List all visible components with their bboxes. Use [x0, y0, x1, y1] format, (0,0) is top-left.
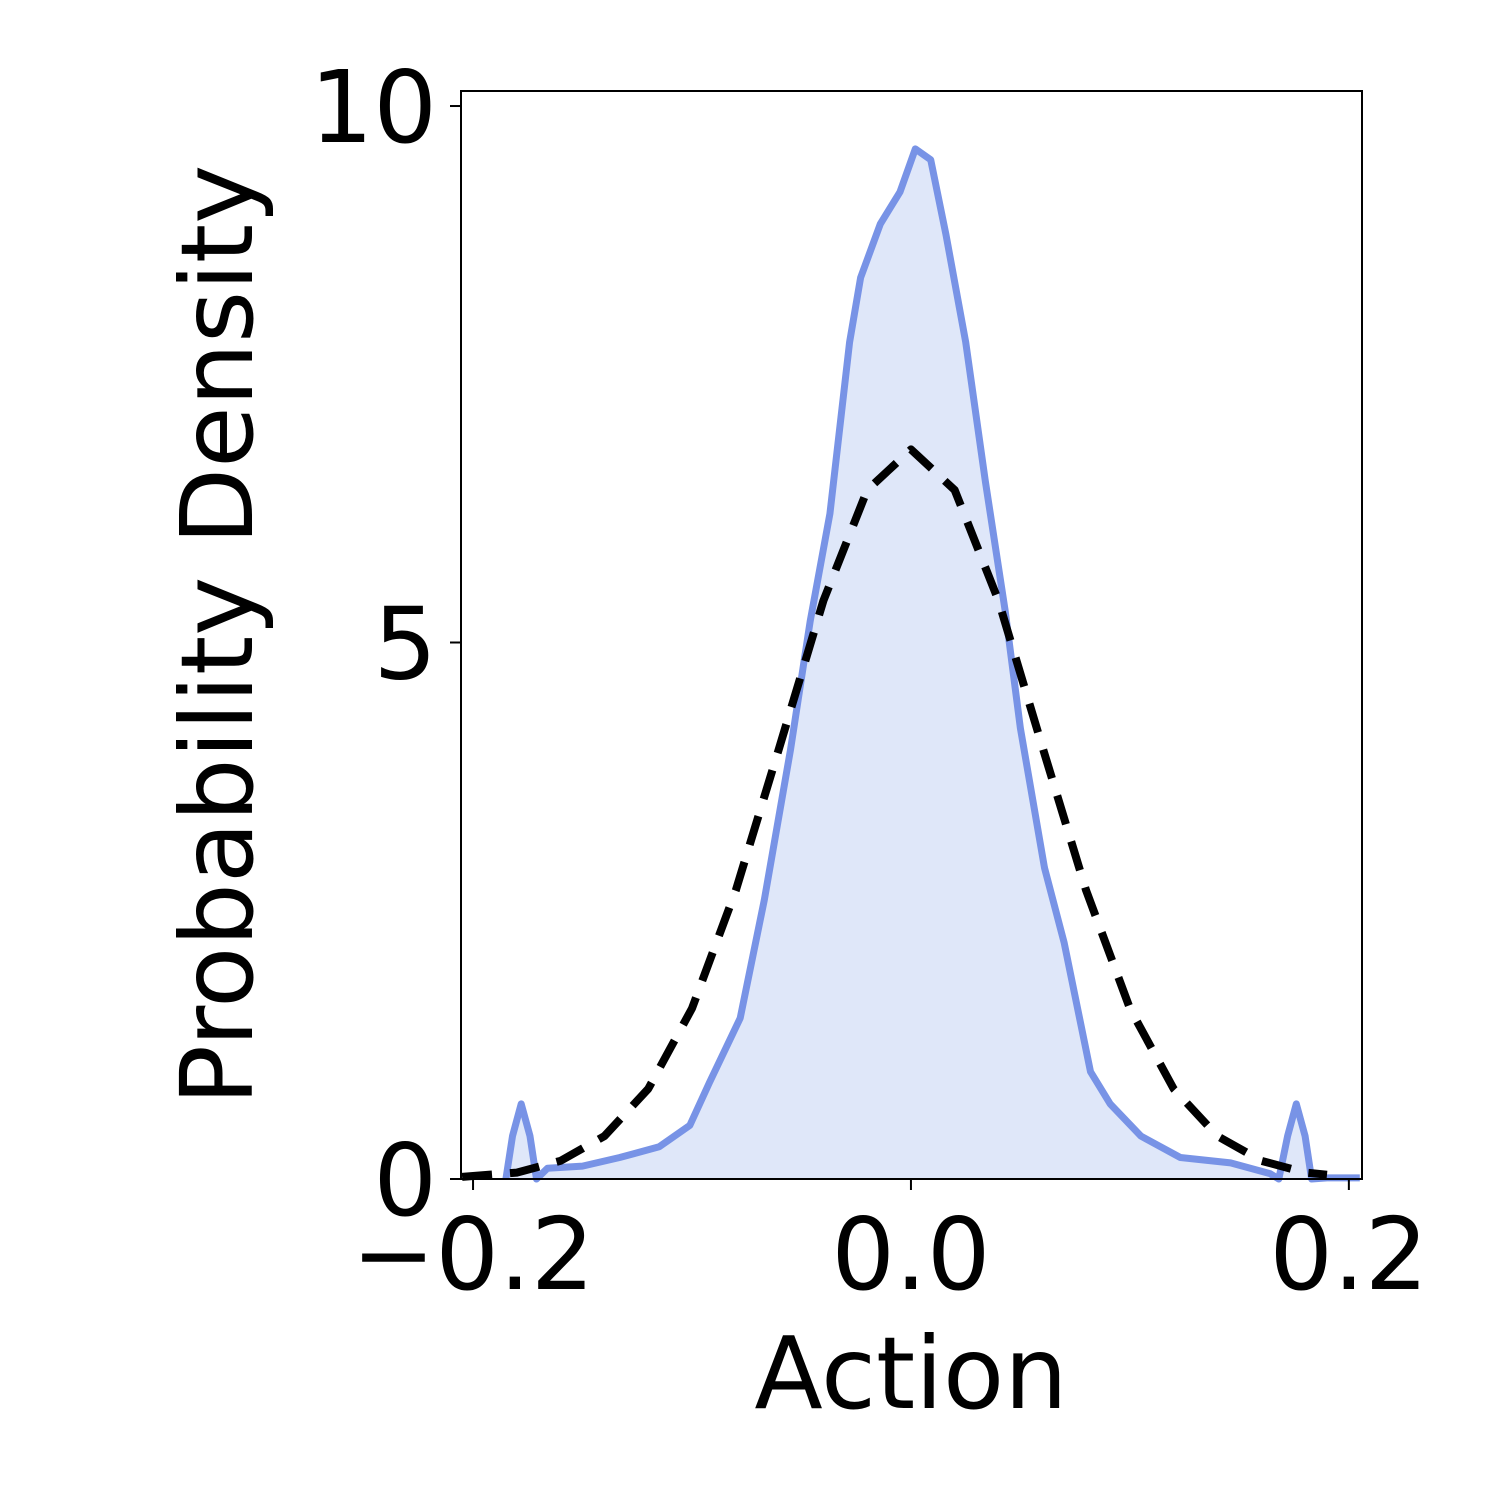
y-tick-label: 10 [310, 49, 437, 166]
x-tick-label: −0.2 [352, 1196, 595, 1313]
y-axis-label: Probability Density [159, 165, 276, 1106]
x-tick-label: 0.0 [831, 1196, 990, 1313]
line [461, 445, 1328, 1181]
x-tick-label: 0.2 [1269, 1196, 1428, 1313]
y-tick-label: 5 [373, 586, 437, 703]
x-axis-label: Action [754, 1315, 1067, 1432]
area [505, 148, 1360, 1179]
line [502, 145, 1360, 1183]
y-tick-label: 0 [373, 1122, 437, 1239]
